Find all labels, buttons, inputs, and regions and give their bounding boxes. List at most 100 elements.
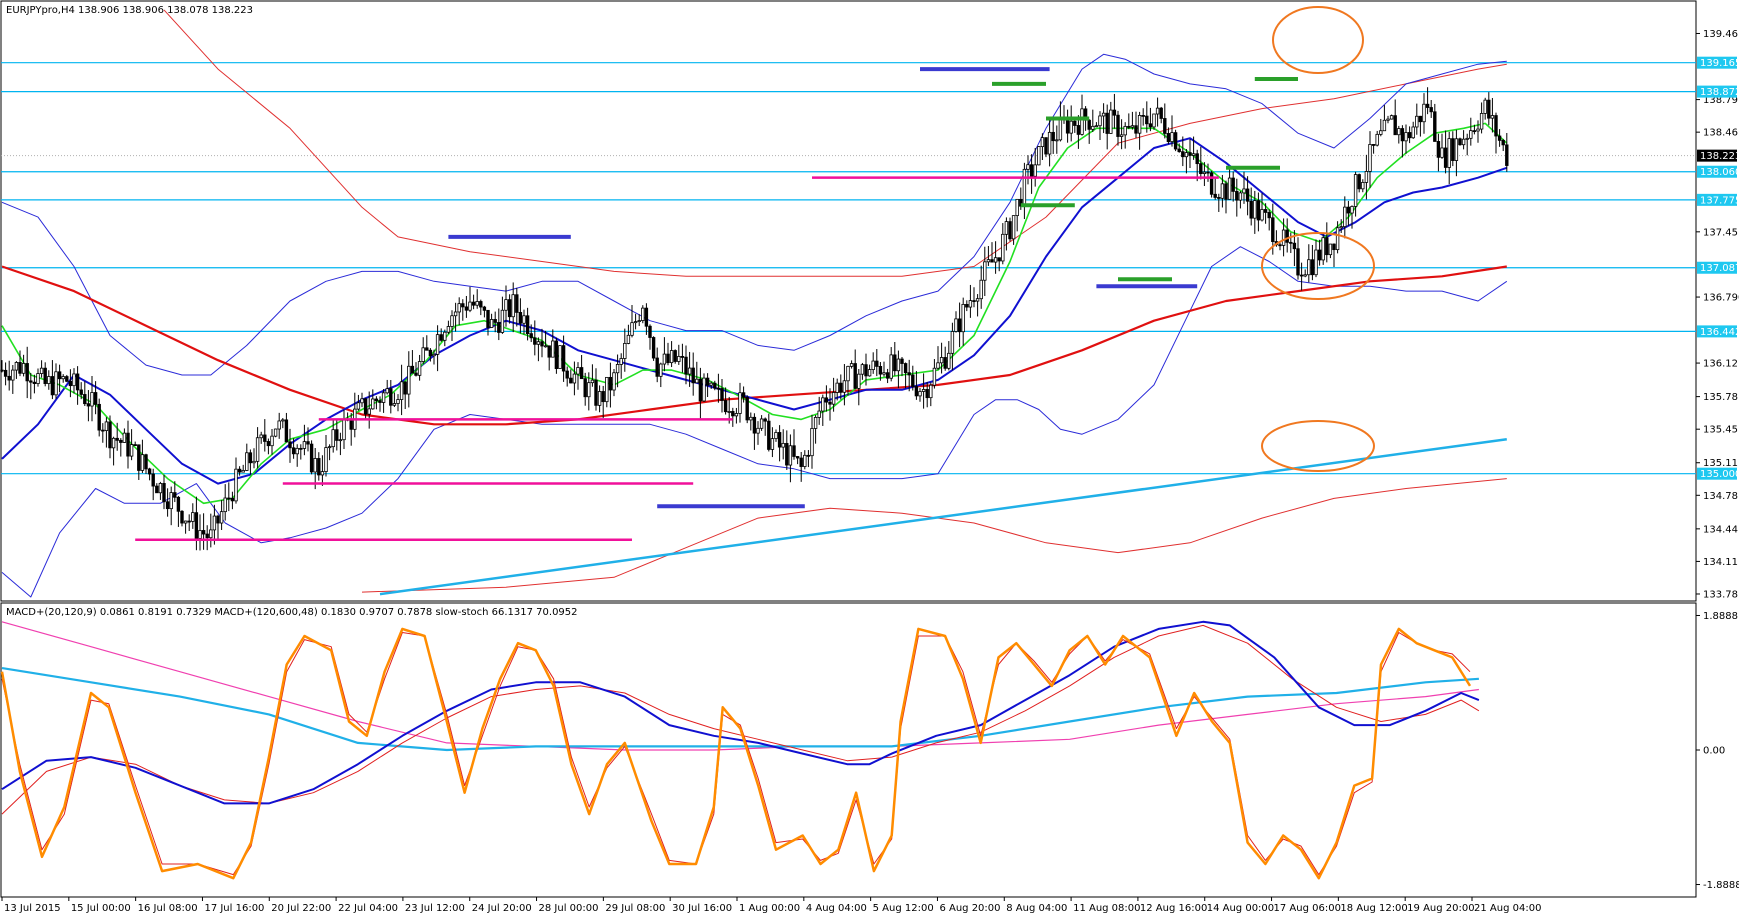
candle [1127,113,1131,130]
candle [1490,98,1495,133]
candle [774,429,778,442]
candle [284,412,289,443]
price-panel[interactable]: 139.461 138.791 138.461 137.451 136.790 136.1… [0,0,1739,602]
candle [1458,137,1462,146]
candle-body [907,372,911,376]
candle-body [1415,115,1419,128]
candle-body [464,306,469,311]
candle-body [1404,132,1408,142]
candle [1130,111,1135,130]
candle-body [709,382,713,386]
candle [540,328,544,358]
ema-slow-line [1,265,1507,426]
candle-body [338,439,343,442]
candle-body [1292,242,1297,250]
candle-body [1433,111,1437,142]
candle [335,419,339,451]
candle-body [497,322,501,333]
candle [1335,221,1340,254]
candle [705,373,710,397]
candle [21,354,26,377]
candle-body [263,434,267,442]
indicator-panel[interactable]: 1.8888 0.00 -1.8888 MACD+(20,120,9) 0.0861… [0,602,1739,898]
candle [572,361,577,396]
candle-body [774,432,778,440]
candle [1155,97,1160,127]
candle [194,496,199,551]
candle-body [1231,177,1235,192]
candle-body [846,365,850,382]
candle-body [165,501,170,510]
candle-body [1069,120,1073,134]
candle-body [1173,132,1178,150]
candle [1267,209,1271,231]
candle [1040,133,1045,161]
candle-body [1397,128,1401,136]
level-label-text: 138.060 [1700,167,1739,178]
candle-body [821,397,825,412]
candle-body [1091,125,1095,130]
candle-body [1447,138,1451,168]
candle [1213,178,1217,200]
candle [155,483,159,494]
candle-body [849,363,854,367]
candle-body [72,373,76,387]
candle [443,329,447,347]
candle-body [43,367,47,384]
candle [1073,119,1077,133]
candle-body [817,410,821,418]
candle [1501,138,1505,152]
candle-body [522,315,526,324]
candle [1141,108,1145,126]
candle [158,481,163,500]
candle [1112,93,1117,129]
price-tick-label: 134.781 [1703,491,1739,502]
candle-body [813,417,818,429]
candle-body [50,376,55,396]
candle [1134,111,1138,139]
orange-circle-annotation[interactable] [1261,420,1375,472]
level-label: 135.000 [1697,467,1739,480]
candle [716,373,721,403]
candle-body [741,392,746,398]
candle-body [241,470,245,473]
candle [864,353,868,386]
candle [1202,162,1207,187]
candle-body [677,356,681,362]
macd-fast-line [1,620,1480,805]
time-tick-label: 29 Jul 08:00 [605,903,665,914]
level-label: 137.087 [1697,261,1739,274]
candle [432,349,436,365]
candle [1350,205,1354,229]
orange-circle-annotation[interactable] [1261,232,1375,300]
orange-circle-annotation[interactable] [1272,6,1364,74]
indicator-tick-label: 0.00 [1703,746,1725,757]
candle [1386,115,1390,124]
candle [781,429,785,460]
candle-body [914,386,919,397]
candle-body [1361,182,1365,190]
candle-body [122,432,127,443]
candle-body [666,353,670,364]
price-tick-label: 136.121 [1703,359,1739,370]
candle [291,438,296,459]
candle [1454,129,1459,177]
candle-body [1155,107,1160,115]
candle-body [417,361,422,376]
candle-body [759,418,764,429]
time-tick-label: 24 Jul 20:00 [472,903,532,914]
candle [1080,94,1084,136]
time-tick-label: 28 Jul 00:00 [539,903,599,914]
candle-body [162,483,166,503]
time-tick-label: 23 Jul 12:00 [405,903,465,914]
candle [662,337,667,372]
candle-body [799,457,803,467]
candle [806,450,811,468]
candle [479,299,483,316]
candle [1303,269,1307,278]
candle [684,345,688,385]
macd-slow-signal-line [1,621,1479,751]
candle-body [1494,115,1498,137]
candle [1357,173,1361,193]
